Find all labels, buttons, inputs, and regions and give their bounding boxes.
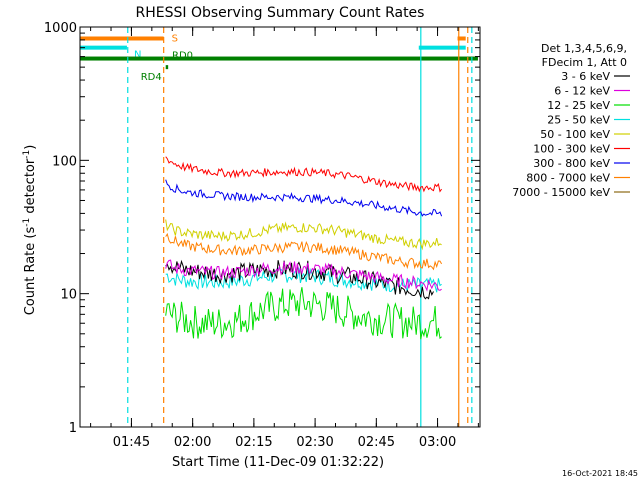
x-tick-label: 02:15: [235, 435, 272, 450]
legend-header: Det 1,3,4,5,6,9,: [541, 42, 627, 55]
x-tick-label: 02:00: [174, 435, 211, 450]
legend-label: 12 - 25 keV: [547, 99, 610, 112]
x-tick-label: 01:45: [113, 435, 150, 450]
x-tick-label: 02:45: [358, 435, 395, 450]
legend-header: FDecim 1, Att 0: [542, 56, 627, 69]
legend-label: 800 - 7000 keV: [526, 172, 610, 185]
y-tick-label: 100: [52, 154, 77, 169]
y-tick-label: 1000: [44, 21, 77, 36]
y-tick-label: 10: [60, 288, 77, 303]
legend-label: 50 - 100 keV: [540, 128, 610, 141]
y-tick-label: 1: [69, 421, 77, 436]
state-bar-label: RD0: [172, 51, 193, 62]
state-bar-label: RD4: [141, 72, 162, 83]
series-line: [165, 287, 442, 340]
series-line: [165, 179, 443, 217]
series-line: [165, 259, 434, 300]
series-line: [165, 259, 442, 292]
y-axis-label-part: Count Rate (s: [23, 227, 38, 316]
legend-label: 100 - 300 keV: [533, 143, 610, 156]
x-axis: 01:45 02:00 02:15 02:30 02:45 03:00: [90, 27, 479, 450]
state-bars: S N RD0 RD4: [80, 33, 478, 83]
y-axis: 1 10 100 1000: [44, 21, 480, 436]
legend-label: 25 - 50 keV: [547, 114, 610, 127]
y-axis-label-part: detector: [23, 158, 38, 218]
chart-title: RHESSI Observing Summary Count Rates: [136, 5, 425, 21]
state-bar-segment: [165, 65, 169, 70]
state-bar-label: S: [172, 33, 178, 44]
y-axis-label-part: ): [23, 145, 38, 150]
x-tick-label: 03:00: [419, 435, 456, 450]
x-tick-label: 02:30: [296, 435, 333, 450]
state-bar-segment: [80, 36, 164, 41]
series-line: [165, 232, 443, 271]
y-axis-label-part: -1: [22, 218, 32, 227]
legend-label: 6 - 12 keV: [554, 85, 610, 98]
y-axis-label: Count Rate (s-1 detector-1): [22, 145, 38, 316]
legend-label: 7000 - 15000 keV: [512, 186, 610, 199]
series-line: [165, 156, 443, 193]
state-bar-segment: [457, 36, 466, 41]
legend-label: 300 - 800 keV: [533, 157, 610, 170]
footer-timestamp: 16-Oct-2021 18:45: [562, 469, 638, 478]
state-bar-segment: [418, 45, 466, 50]
plot-area: [165, 156, 443, 340]
vertical-markers: [127, 27, 473, 427]
x-axis-label: Start Time (11-Dec-09 01:32:22): [172, 455, 384, 470]
legend: Det 1,3,4,5,6,9,FDecim 1, Att 03 - 6 keV…: [512, 42, 630, 199]
y-axis-label-part: -1: [22, 150, 32, 159]
state-bar-label: N: [134, 50, 141, 61]
state-bar-segment: [80, 45, 127, 50]
series-line: [165, 219, 442, 251]
legend-label: 3 - 6 keV: [561, 70, 610, 83]
state-bar-segment: [80, 56, 478, 61]
plot-frame: [79, 26, 481, 428]
